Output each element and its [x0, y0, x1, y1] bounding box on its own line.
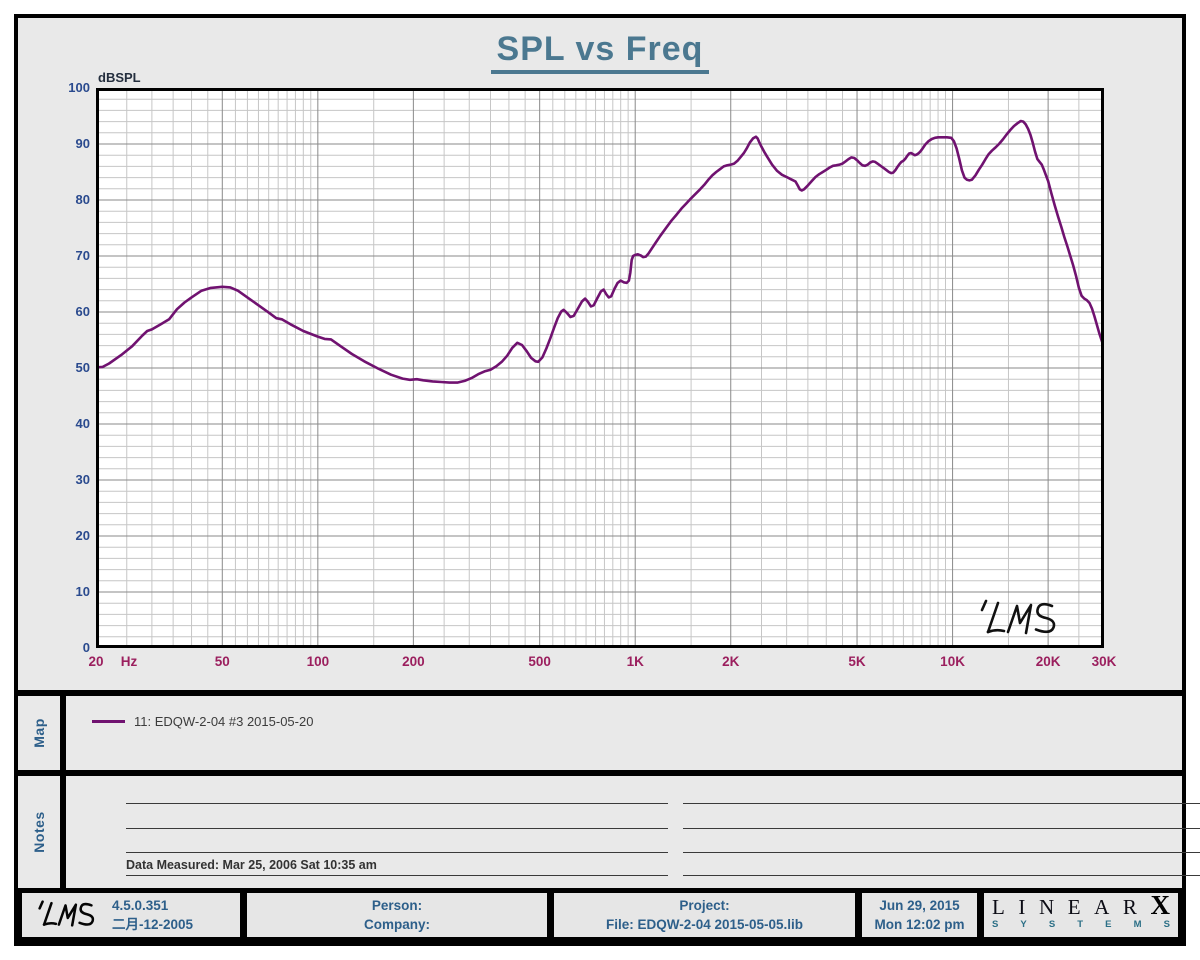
note-line [683, 875, 1200, 876]
y-tick-label: 20 [75, 528, 90, 543]
brand-systems-letter: E [1105, 919, 1112, 930]
brand-letter: N [1038, 895, 1055, 919]
y-tick-label: 10 [75, 584, 90, 599]
brand-letter: A [1094, 895, 1110, 919]
x-tick-label: 50 [214, 654, 230, 669]
x-tick-label: 200 [402, 654, 425, 669]
y-tick-label: 80 [75, 192, 90, 207]
brand-letter: R [1122, 895, 1137, 919]
spl-curve-plot [94, 88, 1106, 648]
footer-date-cell: Jun 29, 2015 Mon 12:02 pm [862, 893, 977, 937]
x-tick-label: 1K [626, 654, 644, 669]
notes-section: Notes Data Measured: Mar 25, 2006 Sat 10… [18, 776, 1200, 888]
y-axis-unit-label: dBSPL [98, 70, 141, 85]
x-axis-unit-label: Hz [120, 654, 138, 669]
x-tick-label: 2K [722, 654, 740, 669]
x-tick-label: 20 [88, 654, 104, 669]
note-line [126, 828, 668, 829]
note-line [126, 852, 668, 853]
data-measured-text: Data Measured: Mar 25, 2006 Sat 10:35 am [126, 858, 377, 872]
plot-area [94, 88, 1106, 648]
legend-row: 11: EDQW-2-04 #3 2015-05-20 [66, 696, 1182, 729]
x-tick-label: 20K [1035, 654, 1061, 669]
brand-systems-letter: M [1133, 919, 1142, 930]
brand-systems-letter: Y [1020, 919, 1027, 930]
notes-content: Data Measured: Mar 25, 2006 Sat 10:35 am [66, 776, 1200, 888]
footer-date: Jun 29, 2015 [879, 898, 960, 913]
legend-line-swatch [92, 720, 125, 723]
footer-person-cell: Person: Company: [247, 893, 547, 937]
vertical-divider [60, 696, 66, 770]
x-tick-label: 100 [306, 654, 330, 669]
y-tick-label: 60 [75, 304, 90, 319]
map-legend-area: 11: EDQW-2-04 #3 2015-05-20 [66, 696, 1182, 770]
section-divider [18, 770, 1182, 776]
legend-text: 11: EDQW-2-04 #3 2015-05-20 [134, 714, 314, 729]
y-tick-label: 50 [75, 360, 90, 375]
note-line [683, 803, 1200, 804]
brand-letter: I [1018, 895, 1026, 919]
note-line [126, 803, 668, 804]
brand-systems-letter: S [1163, 919, 1170, 930]
notes-label: Notes [31, 811, 47, 853]
x-tick-label: 5K [848, 654, 866, 669]
map-label-cell: Map [18, 696, 60, 770]
brand-letter: L [992, 895, 1005, 919]
note-line [683, 852, 1200, 853]
y-tick-label: 100 [68, 80, 90, 95]
company-label: Company: [363, 917, 430, 932]
y-tick-label: 40 [75, 416, 90, 431]
lms-watermark-icon [980, 599, 1056, 635]
version-date: 二月-12-2005 [112, 917, 194, 932]
y-tick-label: 30 [75, 472, 90, 487]
brand-systems-letter: T [1077, 919, 1084, 930]
person-label: Person: [371, 898, 423, 913]
notes-label-cell: Notes [18, 776, 60, 888]
brand-systems-letter: S [992, 919, 999, 930]
footer-time: Mon 12:02 pm [874, 917, 965, 932]
footer-bar: 4.5.0.351 二月-12-2005 Person: Company: Pr… [18, 888, 1182, 942]
project-label: Project: [679, 898, 730, 913]
x-tick-label: 30K [1091, 654, 1117, 669]
x-tick-label: 10K [940, 654, 965, 669]
note-line [126, 875, 668, 876]
brand-systems-letter: S [1048, 919, 1056, 930]
footer-project-cell: Project: File: EDQW-2-04 2015-05-05.lib [554, 893, 855, 937]
y-tick-label: 0 [82, 640, 90, 655]
map-label: Map [31, 718, 47, 748]
chart-title: SPL vs Freq [490, 30, 710, 74]
version-number: 4.5.0.351 [112, 898, 169, 913]
vertical-divider [60, 776, 66, 888]
y-tick-label: 90 [75, 136, 90, 151]
y-tick-label: 70 [75, 248, 90, 263]
lms-logo-icon [38, 900, 95, 927]
chart-header: SPL vs Freq [18, 30, 1182, 74]
map-section: Map 11: EDQW-2-04 #3 2015-05-20 [18, 696, 1182, 770]
file-label: File: EDQW-2-04 2015-05-05.lib [605, 917, 804, 932]
footer-version-cell: 4.5.0.351 二月-12-2005 [22, 893, 240, 937]
note-line [683, 828, 1200, 829]
brand-letter: E [1067, 895, 1081, 919]
page-frame: SPL vs Freq dBSPL 0 10 20 30 40 50 60 70 80 90 100 [14, 14, 1200, 946]
brand-letter-x: X [1150, 890, 1170, 920]
x-tick-label: 500 [528, 654, 551, 669]
section-divider [18, 690, 1182, 696]
